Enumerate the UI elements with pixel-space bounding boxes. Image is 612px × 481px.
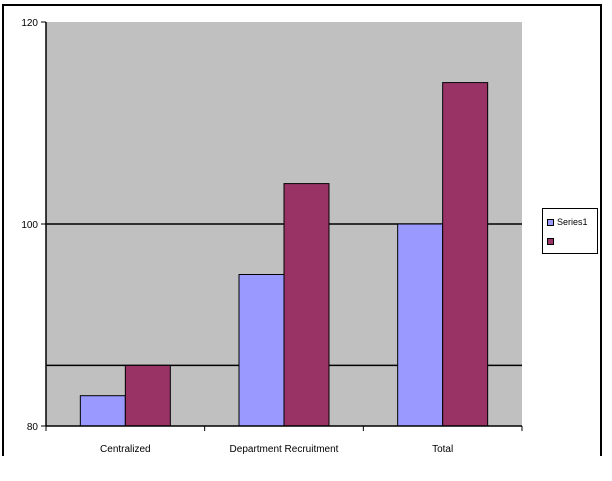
bar-series2-1 — [283, 183, 330, 427]
legend-label-series1: Series1 — [557, 217, 588, 227]
legend-swatch-series2 — [547, 237, 554, 245]
labels: Centralized Department Recruitment Total 80… — [21, 18, 453, 455]
bar-series1-0 — [79, 395, 126, 427]
y-tick-label-0: 80 — [27, 422, 39, 433]
axes — [41, 21, 523, 431]
legend-entry-series2 — [547, 235, 557, 247]
x-tick-label-1: Department Recruitment — [230, 444, 339, 455]
x-tick-label-2: Total — [432, 444, 453, 455]
bar-series2-0 — [124, 364, 171, 427]
frame-top-border — [2, 4, 602, 6]
legend: Series1 — [542, 208, 598, 254]
legend-swatch-series1 — [547, 218, 554, 226]
legend-entry-series1: Series1 — [547, 216, 588, 228]
y-tick-label-1: 100 — [21, 220, 38, 231]
frame-left-border — [2, 4, 4, 456]
bar-series2-2 — [442, 82, 489, 427]
bar-series1-1 — [238, 274, 285, 427]
bar-series1-2 — [397, 223, 444, 427]
frame-right-border — [600, 4, 602, 456]
x-tick-label-0: Centralized — [100, 444, 151, 455]
y-tick-label-2: 120 — [21, 18, 38, 29]
bars — [79, 82, 489, 427]
